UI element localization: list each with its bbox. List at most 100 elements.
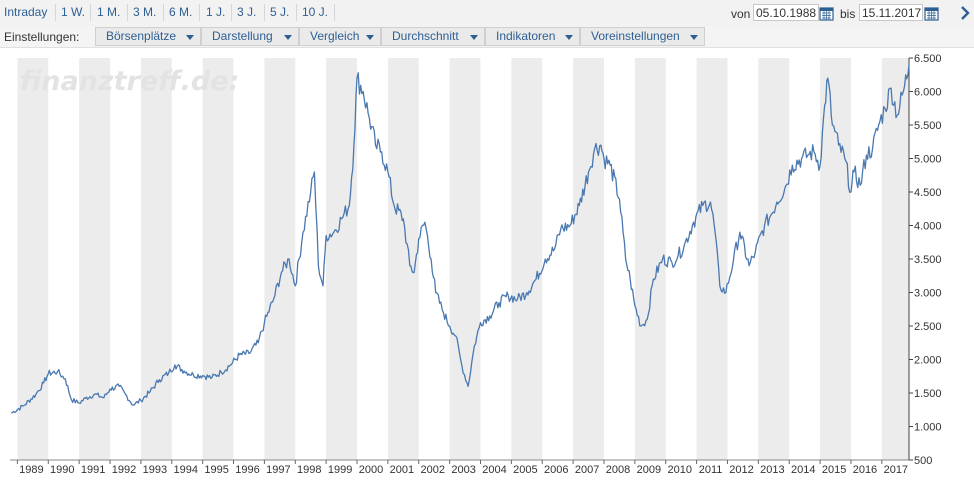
y-tick-label: 3.000 <box>914 288 942 300</box>
to-date-field[interactable]: 15.11.2017 <box>859 4 923 21</box>
x-tick-label: 2002 <box>421 464 445 476</box>
year-band <box>573 58 604 460</box>
menu-label: Indikatoren <box>496 29 556 43</box>
year-bands <box>10 58 909 460</box>
menu-boersenplaetze[interactable]: Börsenplätze <box>95 27 201 46</box>
year-band <box>202 58 234 460</box>
menu-label: Darstellung <box>212 29 273 43</box>
x-tick-label: 2001 <box>390 464 414 476</box>
menu-label: Durchschnitt <box>392 29 459 43</box>
price-chart[interactable]: finanztreff.de: 6.500 6.000 5.500 5.000 4.50… <box>0 48 974 481</box>
caret-down-icon <box>690 35 698 40</box>
separator <box>55 4 56 21</box>
separator <box>127 4 128 21</box>
x-tick-label: 2009 <box>637 464 661 476</box>
y-tick-label: 1.500 <box>914 388 942 400</box>
x-tick-label: 1999 <box>328 464 352 476</box>
menu-durchschnitt[interactable]: Durchschnitt <box>381 27 485 46</box>
separator <box>264 4 265 21</box>
x-tick-label: 1996 <box>235 464 259 476</box>
x-tick-label: 2013 <box>760 464 784 476</box>
x-tick-label: 1993 <box>143 464 167 476</box>
chevron-right-icon[interactable] <box>959 5 971 21</box>
x-tick-label: 1997 <box>266 464 290 476</box>
menu-vergleich[interactable]: Vergleich <box>299 27 381 46</box>
watermark: finanztreff.de: <box>20 66 239 97</box>
x-tick-label: 1990 <box>50 464 74 476</box>
year-band <box>326 58 358 460</box>
menu-darstellung[interactable]: Darstellung <box>201 27 299 46</box>
menu-label: Voreinstellungen <box>591 29 680 43</box>
separator <box>90 4 91 21</box>
from-label: von <box>731 7 751 21</box>
x-tick-label: 2014 <box>791 464 815 476</box>
year-band <box>79 58 111 460</box>
x-tick-label: 2015 <box>822 464 846 476</box>
y-tick-label: 3.500 <box>914 254 942 266</box>
range-3j-button[interactable]: 3 J. <box>237 5 257 19</box>
year-band <box>634 58 666 460</box>
range-5j-button[interactable]: 5 J. <box>270 5 290 19</box>
x-tick-label: 1991 <box>81 464 105 476</box>
x-tick-label: 2000 <box>359 464 383 476</box>
range-1j-button[interactable]: 1 J. <box>206 5 226 19</box>
y-tick-label: 6.000 <box>914 87 942 99</box>
x-tick-label: 1989 <box>19 464 43 476</box>
separator <box>296 4 297 21</box>
year-band <box>449 58 481 460</box>
y-tick-label: 2.500 <box>914 321 942 333</box>
caret-down-icon <box>284 35 292 40</box>
y-tick-label: 4.500 <box>914 187 942 199</box>
year-band <box>881 58 909 460</box>
year-band <box>758 58 790 460</box>
x-tick-label: 2011 <box>699 464 723 476</box>
menu-indikatoren[interactable]: Indikatoren <box>485 27 580 46</box>
calendar-icon[interactable] <box>819 6 834 21</box>
year-band <box>10 58 18 460</box>
x-tick-label: 2008 <box>606 464 630 476</box>
x-tick-label: 2017 <box>884 464 908 476</box>
range-1m-button[interactable]: 1 M. <box>97 5 121 19</box>
menu-label: Börsenplätze <box>106 29 177 43</box>
menu-voreinstellungen[interactable]: Voreinstellungen <box>580 27 705 46</box>
separator <box>199 4 200 21</box>
y-tick-label: 1.000 <box>914 422 942 434</box>
to-label: bis <box>840 7 856 21</box>
y-tick-label: 6.500 <box>914 53 942 65</box>
y-tick-label: 5.000 <box>914 154 942 166</box>
x-tick-label: 1995 <box>204 464 228 476</box>
settings-toolbar: Einstellungen: Börsenplätze Darstellung … <box>0 26 974 48</box>
from-date-field[interactable]: 05.10.1988 <box>753 4 819 21</box>
x-tick-label: 2012 <box>729 464 753 476</box>
year-band <box>17 58 49 460</box>
range-6m-button[interactable]: 6 M. <box>169 5 193 19</box>
year-band <box>696 58 728 460</box>
menu-label: Vergleich <box>310 29 360 43</box>
range-toolbar: Intraday 1 W. 1 M. 3 M. 6 M. 1 J. 3 J. 5… <box>0 0 974 27</box>
x-axis-ticks: 1989 1990 1991 1992 1993 1994 1995 1996 1997 1998… <box>16 460 908 476</box>
caret-down-icon <box>565 35 573 40</box>
x-tick-label: 1998 <box>297 464 321 476</box>
x-tick-label: 2003 <box>451 464 475 476</box>
separator <box>334 4 335 21</box>
y-tick-label: 500 <box>914 455 932 467</box>
x-tick-label: 2010 <box>667 464 691 476</box>
y-tick-label: 4.000 <box>914 221 942 233</box>
caret-down-icon <box>366 35 374 40</box>
x-tick-label: 1994 <box>174 464 198 476</box>
y-tick-label: 5.500 <box>914 120 942 132</box>
year-band <box>387 58 419 460</box>
y-axis-ticks: 6.500 6.000 5.500 5.000 4.500 4.000 3.500 3.000… <box>909 53 942 467</box>
range-10j-button[interactable]: 10 J. <box>302 5 329 19</box>
range-3m-button[interactable]: 3 M. <box>133 5 157 19</box>
calendar-icon[interactable] <box>924 6 939 21</box>
x-tick-label: 2006 <box>544 464 568 476</box>
x-tick-label: 2007 <box>575 464 599 476</box>
separator <box>231 4 232 21</box>
price-line <box>10 64 910 414</box>
x-tick-label: 1992 <box>112 464 136 476</box>
range-1w-button[interactable]: 1 W. <box>61 5 86 19</box>
range-intraday-button[interactable]: Intraday <box>4 5 48 19</box>
year-band <box>264 58 296 460</box>
settings-label: Einstellungen: <box>4 30 80 44</box>
